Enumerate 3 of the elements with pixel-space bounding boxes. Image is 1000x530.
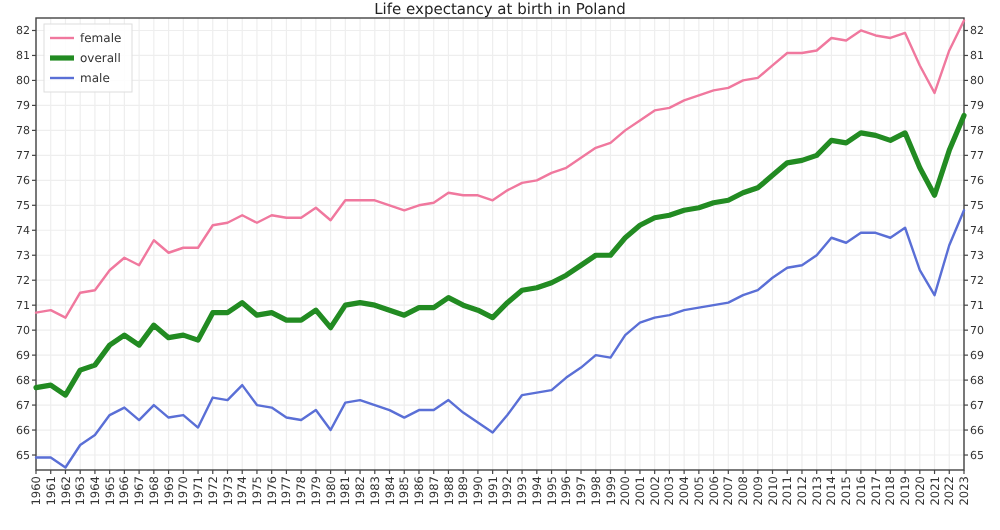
line-series — [34, 19, 966, 319]
line-series — [34, 209, 966, 469]
line-series — [33, 112, 967, 398]
